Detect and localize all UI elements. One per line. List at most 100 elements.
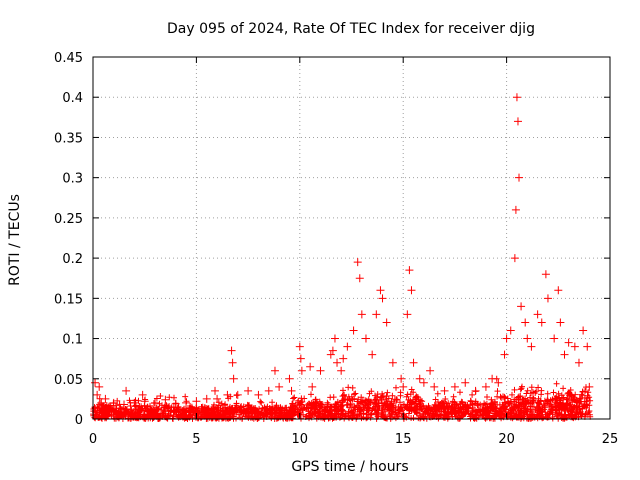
roti-point — [138, 390, 147, 399]
y-tick-label: 0.1 — [62, 333, 83, 348]
roti-point — [151, 398, 160, 407]
y-tick-label: 0.35 — [54, 131, 83, 146]
roti-point — [461, 378, 470, 387]
roti-point — [330, 334, 339, 343]
y-tick-label: 0.4 — [62, 91, 83, 106]
roti-point — [481, 382, 490, 391]
roti-point — [521, 318, 530, 327]
roti-point — [297, 366, 306, 375]
roti-point — [494, 378, 503, 387]
x-tick-label: 5 — [192, 432, 200, 447]
roti-point — [182, 398, 191, 407]
roti-point — [120, 400, 129, 409]
x-tick-label: 15 — [395, 432, 412, 447]
roti-point — [527, 342, 536, 351]
roti-point — [500, 350, 509, 359]
roti-noise-band — [90, 375, 594, 422]
roti-point — [213, 394, 222, 403]
roti-point — [376, 286, 385, 295]
roti-point — [533, 310, 542, 319]
roti-point — [368, 350, 377, 359]
roti-point — [512, 93, 521, 102]
roti-point — [95, 382, 104, 391]
roti-point — [296, 354, 305, 363]
roti-point — [550, 334, 559, 343]
roti-point — [122, 386, 131, 395]
roti-point — [337, 366, 346, 375]
roti-point — [140, 397, 149, 406]
roti-point — [513, 117, 522, 126]
roti-point — [450, 382, 459, 391]
roti-point — [355, 274, 364, 283]
roti-point — [254, 390, 263, 399]
roti-point — [517, 302, 526, 311]
roti-point — [91, 378, 100, 387]
roti-point — [228, 358, 237, 367]
roti-point — [308, 382, 317, 391]
roti-point — [349, 326, 358, 335]
roti-point — [537, 318, 546, 327]
roti-point — [543, 294, 552, 303]
roti-point — [109, 398, 118, 407]
x-tick-label: 0 — [89, 432, 97, 447]
roti-point — [285, 374, 294, 383]
roti-point — [101, 394, 110, 403]
roti-point — [357, 310, 366, 319]
chart-title: Day 095 of 2024, Rate Of TEC Index for r… — [167, 21, 535, 37]
roti-point — [502, 334, 511, 343]
axis-ticks: 0 5 10 15 20 25 0 0.05 0.1 0.15 0.2 0.25 0.3 0.35 0.4 0… — [54, 51, 618, 447]
roti-point — [192, 397, 201, 406]
roti-point — [361, 334, 370, 343]
roti-point — [570, 342, 579, 351]
roti-point — [585, 382, 594, 391]
roti-point — [556, 318, 565, 327]
plot-frame — [92, 56, 611, 420]
roti-point — [328, 346, 337, 355]
roti-point — [574, 358, 583, 367]
x-tick-label: 25 — [602, 432, 619, 447]
roti-point — [407, 286, 416, 295]
y-tick-label: 0.2 — [62, 252, 83, 267]
roti-point — [326, 350, 335, 359]
roti-point — [270, 366, 279, 375]
y-tick-label: 0.25 — [54, 212, 83, 227]
roti-point — [339, 354, 348, 363]
roti-point — [560, 350, 569, 359]
roti-point — [233, 390, 242, 399]
x-tick-label: 20 — [498, 432, 515, 447]
roti-point — [506, 326, 515, 335]
roti-point — [295, 342, 304, 351]
y-axis-label: ROTI / TECUs — [7, 194, 23, 286]
series-roti — [91, 93, 594, 409]
data-marks — [90, 93, 594, 422]
roti-point — [287, 386, 296, 395]
y-tick-label: 0.3 — [62, 172, 83, 187]
y-tick-label: 0.15 — [54, 292, 83, 307]
roti-point — [353, 258, 362, 267]
roti-point — [306, 362, 315, 371]
roti-point — [488, 374, 497, 383]
roti-point — [430, 382, 439, 391]
roti-point — [161, 395, 170, 404]
roti-point — [333, 358, 342, 367]
roti-point — [510, 254, 519, 263]
roti-point — [275, 382, 284, 391]
roti-point — [93, 390, 102, 399]
grid — [93, 57, 610, 419]
roti-point — [523, 334, 532, 343]
roti-point — [415, 374, 424, 383]
roti-point — [403, 310, 412, 319]
roti-point — [564, 338, 573, 347]
roti-point — [583, 342, 592, 351]
y-tick-label: 0.05 — [54, 373, 83, 388]
roti-point — [171, 399, 180, 408]
noise-marks — [90, 375, 594, 422]
roti-point — [244, 386, 253, 395]
roti-point — [130, 398, 139, 407]
roti-point — [440, 386, 449, 395]
roti-point — [409, 358, 418, 367]
roti-point — [397, 374, 406, 383]
x-tick-label: 10 — [292, 432, 309, 447]
roti-point — [405, 266, 414, 275]
